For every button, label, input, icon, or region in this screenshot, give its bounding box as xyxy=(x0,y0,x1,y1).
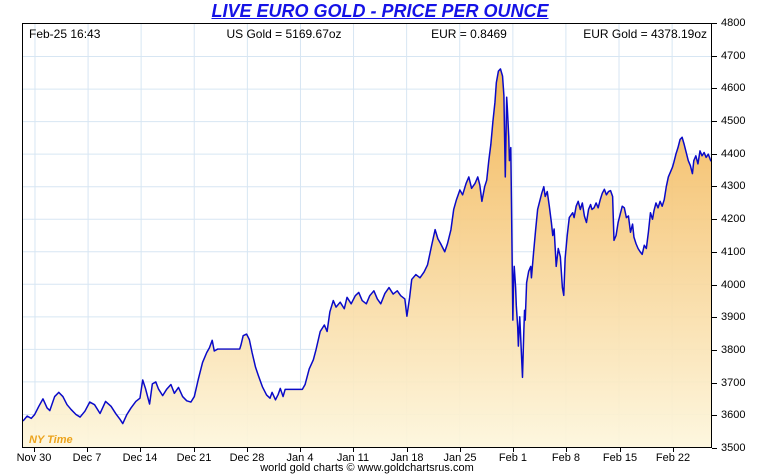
x-axis-tick-mark xyxy=(87,448,88,452)
x-axis-tick-mark xyxy=(513,448,514,452)
x-axis-tick-mark xyxy=(566,448,567,452)
x-axis-tick-label: Jan 25 xyxy=(443,452,477,464)
x-axis-tick-mark xyxy=(34,448,35,452)
y-axis-tick-label: 4800 xyxy=(721,17,746,29)
eur-rate-quote: EUR = 0.8469 xyxy=(431,27,507,41)
us-gold-quote: US Gold = 5169.67oz xyxy=(226,27,342,41)
x-axis-tick-label: Dec 14 xyxy=(122,452,158,464)
x-axis-tick-label: Feb 22 xyxy=(655,452,691,464)
x-axis-tick-mark xyxy=(407,448,408,452)
eur-gold-quote: EUR Gold = 4378.19oz xyxy=(583,27,707,41)
y-axis-tick-mark xyxy=(712,121,717,122)
x-axis-tick-label: Dec 28 xyxy=(229,452,265,464)
x-axis-tick-mark xyxy=(620,448,621,452)
y-axis-tick-label: 3700 xyxy=(721,377,746,389)
y-axis-tick-mark xyxy=(712,448,717,449)
y-axis-tick-mark xyxy=(712,219,717,220)
y-axis-tick-mark xyxy=(712,285,717,286)
y-axis-tick-label: 4300 xyxy=(721,180,746,192)
y-axis-tick-mark xyxy=(712,56,717,57)
x-axis-tick-label: Feb 15 xyxy=(602,452,638,464)
x-axis-tick-label: Feb 8 xyxy=(551,452,581,464)
timestamp-label: Feb-25 16:43 xyxy=(29,27,101,41)
y-axis-tick-label: 4100 xyxy=(721,246,746,258)
x-axis-tick-mark xyxy=(673,448,674,452)
x-axis-tick-label: Dec 21 xyxy=(176,452,212,464)
y-axis-tick-mark xyxy=(712,317,717,318)
x-axis-tick-label: Jan 4 xyxy=(286,452,314,464)
y-axis-tick-label: 4400 xyxy=(721,148,746,160)
y-axis-tick-label: 4700 xyxy=(721,50,746,62)
x-axis-tick-label: Feb 1 xyxy=(498,452,528,464)
y-axis-tick-label: 3500 xyxy=(721,442,746,454)
y-axis-tick-mark xyxy=(712,252,717,253)
x-axis-tick-mark xyxy=(194,448,195,452)
plot-area: Feb-25 16:43 US Gold = 5169.67oz EUR = 0… xyxy=(22,23,712,448)
ny-time-label: NY Time xyxy=(29,434,73,446)
y-axis-tick-label: 3900 xyxy=(721,311,746,323)
price-area-chart xyxy=(23,24,711,447)
x-axis-tick-mark xyxy=(247,448,248,452)
x-axis-tick-mark xyxy=(140,448,141,452)
y-axis-tick-mark xyxy=(712,154,717,155)
x-axis-tick-label: Jan 18 xyxy=(390,452,424,464)
y-axis-tick-mark xyxy=(712,350,717,351)
x-axis-tick-mark xyxy=(300,448,301,452)
y-axis-tick-label: 4200 xyxy=(721,213,746,225)
x-axis-tick-label: Dec 7 xyxy=(72,452,102,464)
y-axis-tick-mark xyxy=(712,415,717,416)
x-axis-tick-mark xyxy=(353,448,354,452)
x-axis-tick-mark xyxy=(460,448,461,452)
y-axis-tick-mark xyxy=(712,23,717,24)
y-axis-tick-mark xyxy=(712,186,717,187)
x-axis-tick-label: Nov 30 xyxy=(16,452,52,464)
y-axis-tick-label: 3600 xyxy=(721,409,746,421)
chart-title: LIVE EURO GOLD - PRICE PER OUNCE xyxy=(211,1,549,21)
y-axis-tick-mark xyxy=(712,383,717,384)
y-axis-tick-label: 4600 xyxy=(721,82,746,94)
footer-credit: world gold charts © www.goldchartsrus.co… xyxy=(260,462,474,474)
y-axis-tick-label: 3800 xyxy=(721,344,746,356)
x-axis-tick-label: Jan 11 xyxy=(336,452,370,464)
y-axis-tick-label: 4500 xyxy=(721,115,746,127)
y-axis-tick-label: 4000 xyxy=(721,279,746,291)
y-axis-tick-mark xyxy=(712,88,717,89)
